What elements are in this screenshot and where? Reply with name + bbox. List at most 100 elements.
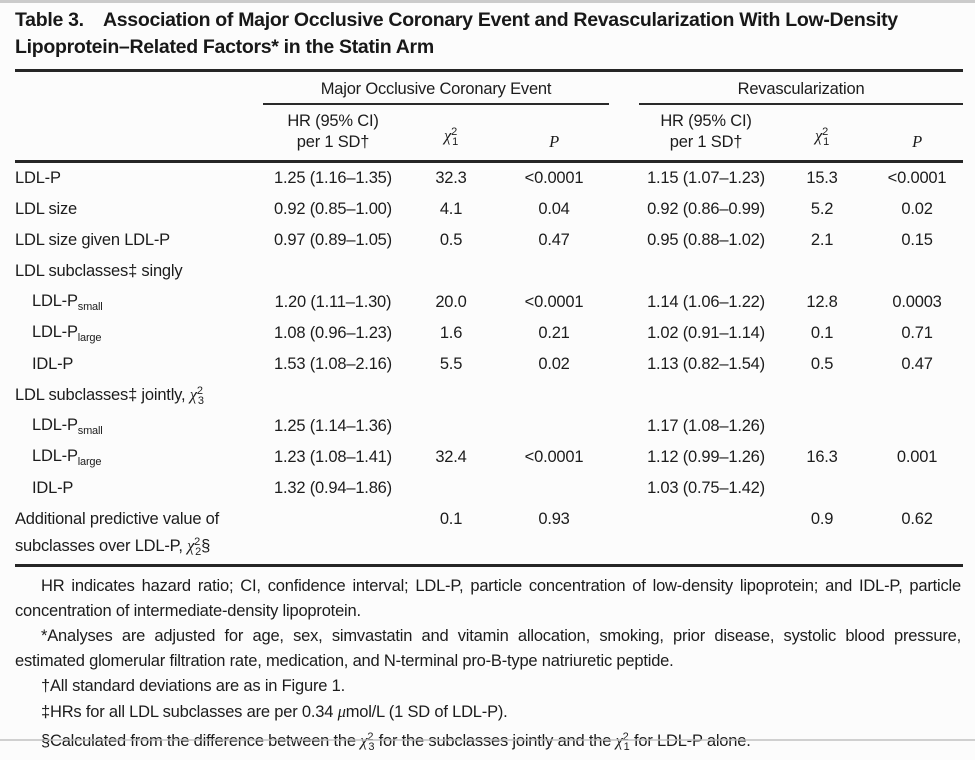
cell-moce-p: 0.04 xyxy=(538,200,570,218)
table-header: Major Occlusive Coronary Event Revascula… xyxy=(15,70,964,163)
cell-revasc-chi2: 0.5 xyxy=(810,355,834,373)
cell-revasc-p xyxy=(871,256,963,287)
cell-revasc-hr: 1.12 (0.99–1.26) xyxy=(647,448,765,466)
cell-revasc-hr: 1.14 (1.06–1.22) xyxy=(647,293,765,311)
column-header-hr-revasc: HR (95% CI) per 1 SD† xyxy=(639,104,774,163)
cell-moce-chi2: 4.1 xyxy=(439,200,463,218)
row-label: IDL-P xyxy=(32,479,74,497)
group-gap xyxy=(609,287,639,318)
column-header-p-revasc: P xyxy=(871,104,964,163)
section-header-row: LDL subclasses‡ jointly, χ23 xyxy=(15,380,963,411)
cell-moce-chi2 xyxy=(403,473,499,504)
page-title: Table 3. Association of Major Occlusive … xyxy=(15,9,898,58)
cell-revasc-hr: 1.13 (0.82–1.54) xyxy=(647,355,765,373)
table-row: LDL-Psmall 1.25 (1.14–1.36) 1.17 (1.08–1… xyxy=(15,411,963,442)
group-gap xyxy=(609,442,639,473)
cell-moce-chi2 xyxy=(403,380,499,411)
group-header-row: Major Occlusive Coronary Event Revascula… xyxy=(15,70,964,105)
cell-moce-p: 0.93 xyxy=(538,510,570,528)
row-label: LDL-Plarge xyxy=(32,447,102,468)
group-gap xyxy=(609,71,639,105)
cell-revasc-hr: 1.15 (1.07–1.23) xyxy=(647,169,765,187)
group-gap xyxy=(609,411,639,442)
row-label: Additional predictive value of subclasses… xyxy=(15,510,220,558)
cell-revasc-p xyxy=(871,473,963,504)
footnote-asterisk: *Analyses are adjusted for age, sex, sim… xyxy=(15,627,961,670)
cell-revasc-hr xyxy=(639,256,773,287)
cell-revasc-hr xyxy=(639,380,773,411)
footnote-section: §Calculated from the difference between … xyxy=(41,731,751,753)
cell-revasc-chi2 xyxy=(773,473,871,504)
group-gap xyxy=(609,104,640,163)
group-gap xyxy=(609,225,639,256)
cell-moce-chi2: 5.5 xyxy=(439,355,463,373)
cell-moce-p xyxy=(499,411,609,442)
cell-revasc-p xyxy=(871,411,963,442)
cell-moce-chi2: 32.3 xyxy=(435,169,467,187)
cell-moce-p: 0.02 xyxy=(538,355,570,373)
row-label: LDL-Psmall xyxy=(32,416,103,437)
cell-revasc-chi2 xyxy=(773,411,871,442)
cell-revasc-chi2: 12.8 xyxy=(806,293,838,311)
group-header-revascularization: Revascularization xyxy=(639,70,964,105)
cell-moce-p: <0.0001 xyxy=(524,293,584,311)
table-row: LDL-Psmall 1.20 (1.11–1.30) 20.0 <0.0001… xyxy=(15,287,963,318)
cell-moce-hr xyxy=(263,504,403,566)
cell-revasc-p: 0.02 xyxy=(901,200,933,218)
cell-moce-chi2 xyxy=(403,411,499,442)
cell-moce-hr: 1.23 (1.08–1.41) xyxy=(274,448,392,466)
group-gap xyxy=(609,256,639,287)
row-label: LDL-Psmall xyxy=(32,292,103,313)
cell-revasc-chi2 xyxy=(773,256,871,287)
group-gap xyxy=(609,194,639,225)
cell-revasc-chi2: 5.2 xyxy=(810,200,834,218)
table-row: LDL-Plarge 1.23 (1.08–1.41) 32.4 <0.0001… xyxy=(15,442,963,473)
cell-moce-p: 0.47 xyxy=(538,231,570,249)
group-gap xyxy=(609,473,639,504)
cell-revasc-p: 0.71 xyxy=(901,324,933,342)
scan-edge-top xyxy=(0,0,975,3)
column-header-hr-moce: HR (95% CI) per 1 SD† xyxy=(263,104,403,163)
cell-moce-hr xyxy=(263,256,403,287)
group-gap xyxy=(609,162,639,195)
cell-moce-p: <0.0001 xyxy=(524,448,584,466)
cell-moce-hr: 1.32 (0.94–1.86) xyxy=(274,479,392,497)
cell-moce-hr: 1.53 (1.08–2.16) xyxy=(274,355,392,373)
cell-revasc-p: <0.0001 xyxy=(887,169,947,187)
group-gap xyxy=(609,504,639,566)
column-header-row: HR (95% CI) per 1 SD† χ21 P HR (95% CI) pe… xyxy=(15,104,964,163)
cell-moce-hr: 0.97 (0.89–1.05) xyxy=(274,231,392,249)
footnote-abbreviations: HR indicates hazard ratio; CI, confidenc… xyxy=(15,577,961,620)
table-footnotes: HR indicates hazard ratio; CI, confidenc… xyxy=(15,574,961,760)
corner-cell xyxy=(15,104,263,163)
group-gap xyxy=(609,380,639,411)
table-row: LDL-P 1.25 (1.16–1.35) 32.3 <0.0001 1.15… xyxy=(15,162,963,195)
row-label: LDL subclasses‡ jointly, χ23 xyxy=(15,384,204,407)
table-row: IDL-P 1.53 (1.08–2.16) 5.5 0.02 1.13 (0.… xyxy=(15,349,963,380)
row-label: LDL size xyxy=(15,200,77,218)
cell-revasc-p: 0.47 xyxy=(901,355,933,373)
cell-moce-hr: 1.20 (1.11–1.30) xyxy=(274,293,392,311)
table-row: LDL-Plarge 1.08 (0.96–1.23) 1.6 0.21 1.0… xyxy=(15,318,963,349)
cell-revasc-p: 0.0003 xyxy=(892,293,942,311)
cell-revasc-chi2: 2.1 xyxy=(810,231,834,249)
cell-moce-hr: 1.25 (1.14–1.36) xyxy=(274,417,392,435)
row-label: IDL-P xyxy=(32,355,74,373)
footnote-double-dagger: ‡HRs for all LDL subclasses are per 0.34… xyxy=(41,702,508,721)
section-header-row: LDL subclasses‡ singly xyxy=(15,256,963,287)
cell-moce-hr xyxy=(263,380,403,411)
cell-revasc-hr: 0.92 (0.86–0.99) xyxy=(647,200,765,218)
row-label: LDL subclasses‡ singly xyxy=(15,262,183,280)
table-row: LDL size 0.92 (0.85–1.00) 4.1 0.04 0.92 … xyxy=(15,194,963,225)
cell-moce-hr: 0.92 (0.85–1.00) xyxy=(274,200,392,218)
cell-moce-hr: 1.25 (1.16–1.35) xyxy=(274,169,392,187)
cell-moce-chi2: 0.1 xyxy=(439,510,463,528)
cell-moce-p xyxy=(499,256,609,287)
cell-revasc-hr: 1.17 (1.08–1.26) xyxy=(647,417,765,435)
cell-moce-chi2: 1.6 xyxy=(439,324,463,342)
cell-moce-p: 0.21 xyxy=(538,324,570,342)
cell-revasc-p: 0.001 xyxy=(896,448,938,466)
corner-cell xyxy=(15,71,263,105)
cell-moce-p xyxy=(499,380,609,411)
